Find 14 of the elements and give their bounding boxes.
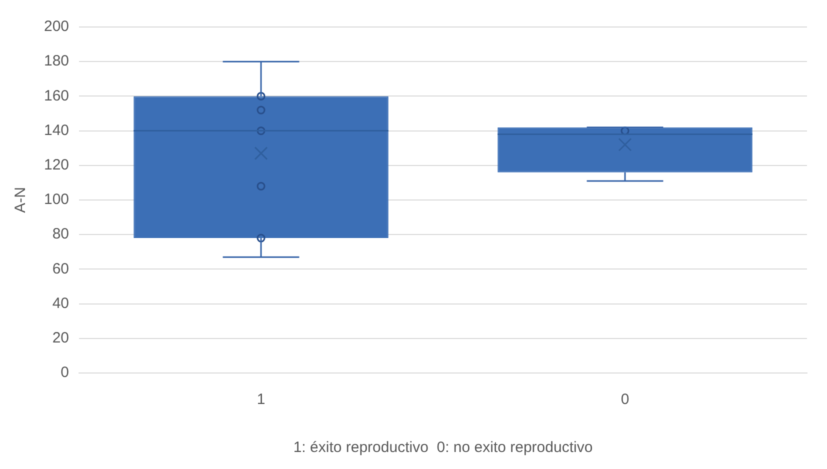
y-axis-title: A-N <box>12 187 30 213</box>
y-tick-label: 160 <box>44 87 70 104</box>
y-tick-label: 40 <box>52 294 70 312</box>
y-tick-label: 0 <box>60 364 70 382</box>
y-tick-label: 140 <box>44 122 70 139</box>
x-tick-label: 1 <box>256 391 266 408</box>
y-tick-label: 120 <box>44 156 70 174</box>
x-axis-title: 1: éxito reproductivo 0: no exito reproductivo <box>293 439 593 456</box>
y-tick-label: 80 <box>52 226 70 243</box>
y-tick-label: 60 <box>52 260 70 278</box>
y-tick-label: 200 <box>44 18 70 36</box>
y-tick-label: 180 <box>44 52 70 70</box>
y-tick-label: 20 <box>52 330 70 347</box>
y-tick-label: 100 <box>44 191 70 208</box>
